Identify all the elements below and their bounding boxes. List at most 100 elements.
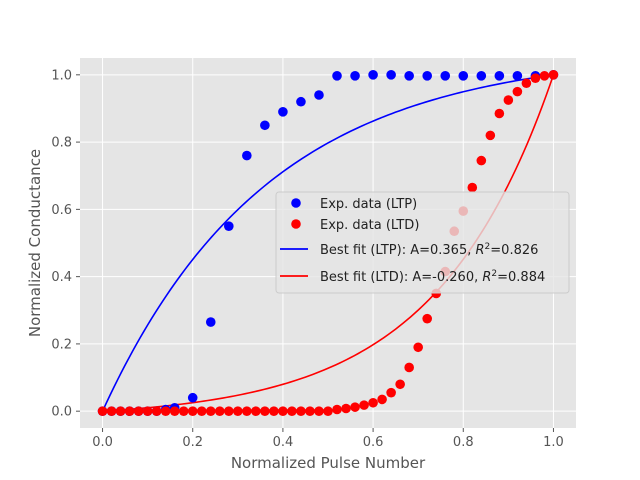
ltp-data-point — [314, 90, 324, 100]
legend-marker-ltd — [291, 219, 301, 229]
ltp-data-point — [332, 71, 342, 81]
ltd-data-point — [341, 403, 351, 414]
legend: Exp. data (LTP) Exp. data (LTD) Best fit… — [275, 191, 570, 294]
ltd-data-point — [278, 406, 288, 416]
y-tick-label: 0.6 — [51, 203, 72, 218]
ltd-data-point — [178, 406, 189, 416]
ltd-data-point — [133, 406, 144, 416]
ltd-data-point — [242, 406, 252, 416]
y-ticks: 0.0 0.2 0.4 0.6 0.8 1.0 — [51, 68, 80, 420]
ltd-data-point — [196, 406, 207, 416]
ltd-data-point — [521, 78, 532, 89]
ltd-data-point — [350, 402, 360, 412]
x-ticks: 0.0 0.2 0.4 0.6 0.8 1.0 — [92, 428, 564, 450]
ltd-data-point — [476, 155, 487, 166]
ltd-data-point — [512, 86, 523, 97]
legend-fit-ltp-r: R — [476, 243, 485, 258]
ltd-data-point — [503, 95, 514, 105]
ltd-data-point — [260, 406, 270, 416]
ltd-data-point — [233, 406, 243, 416]
x-tick-label: 0.6 — [363, 435, 384, 450]
ltd-data-point — [124, 406, 135, 416]
ltd-data-point — [205, 406, 216, 416]
y-tick-label: 0.8 — [51, 136, 72, 151]
ltd-data-point — [305, 406, 315, 416]
ltp-data-point — [205, 317, 216, 327]
ltd-data-point — [395, 379, 405, 390]
x-tick-label: 0.8 — [453, 435, 474, 450]
x-tick-label: 1.0 — [543, 435, 564, 450]
ltd-data-point — [169, 406, 180, 416]
legend-fit-ltp-sup: 2 — [485, 242, 491, 252]
ltd-data-point — [494, 108, 505, 119]
ltd-data-point — [106, 406, 117, 416]
ltd-data-point — [214, 406, 225, 416]
ltp-data-point — [404, 71, 414, 81]
y-tick-label: 0.0 — [51, 405, 72, 420]
ltp-data-point — [187, 392, 198, 403]
ltd-data-point — [224, 406, 234, 416]
x-axis-label: Normalized Pulse Number — [231, 454, 426, 472]
legend-label-ltp: Exp. data (LTP) — [320, 197, 417, 212]
ltd-data-point — [251, 406, 261, 416]
ltp-data-point — [476, 71, 487, 81]
y-tick-label: 0.2 — [51, 337, 72, 352]
ltp-data-point — [512, 71, 523, 81]
ltd-data-point — [142, 406, 153, 416]
ltd-data-point — [377, 394, 387, 405]
ltd-data-point — [368, 397, 378, 408]
ltd-data-point — [151, 406, 162, 416]
ltp-data-point — [458, 71, 469, 81]
ltp-data-point — [242, 150, 252, 161]
ltp-data-point — [224, 221, 234, 231]
ltd-data-point — [485, 130, 496, 141]
legend-fit-ltd-r: R — [482, 270, 491, 285]
legend-fit-ltp-value: =0.826 — [490, 243, 538, 258]
ltd-data-point — [422, 313, 433, 324]
ltp-data-point — [278, 107, 288, 117]
fit-line-ltp — [101, 74, 554, 412]
ltp-data-point — [368, 70, 378, 80]
legend-fit-ltp-prefix: Best fit (LTP): A=0.365, — [320, 243, 476, 258]
ltd-data-point — [314, 406, 324, 416]
legend-box — [275, 191, 570, 294]
y-tick-label: 0.4 — [51, 270, 72, 285]
ltp-data-point — [296, 96, 306, 107]
ltd-data-point — [530, 73, 541, 83]
ltd-data-point — [332, 404, 342, 415]
ltp-data-point — [440, 71, 451, 81]
legend-fit-ltd-prefix: Best fit (LTD): A=-0.260, — [320, 270, 482, 285]
x-tick-label: 0.4 — [273, 435, 294, 450]
ltd-data-point — [115, 406, 126, 416]
ltd-data-point — [359, 400, 369, 410]
ltd-data-point — [296, 406, 306, 416]
y-tick-label: 1.0 — [51, 68, 72, 83]
y-axis-label: Normalized Conductance — [26, 149, 44, 337]
ltd-data-point — [187, 406, 198, 416]
legend-marker-ltp — [291, 198, 301, 208]
ltp-data-point — [260, 120, 270, 131]
ltp-data-point — [422, 71, 433, 81]
ltd-data-point — [160, 406, 171, 416]
ltd-data-point — [386, 387, 396, 398]
ltd-data-point — [404, 362, 414, 373]
ltd-data-point — [548, 70, 559, 80]
ltd-data-point — [269, 406, 279, 416]
legend-label-fit-ltp: Best fit (LTP): A=0.365, R2=0.826 — [320, 242, 538, 258]
x-tick-label: 0.2 — [182, 435, 203, 450]
ltd-data-point — [539, 71, 550, 81]
legend-label-ltd: Exp. data (LTD) — [320, 218, 419, 233]
ltd-data-point — [97, 406, 108, 416]
ltp-data-point — [386, 70, 396, 80]
ltp-data-point — [350, 71, 360, 81]
ltd-data-point — [287, 406, 297, 416]
legend-label-fit-ltd: Best fit (LTD): A=-0.260, R2=0.884 — [320, 269, 545, 285]
x-tick-label: 0.0 — [92, 435, 113, 450]
ltd-data-point — [467, 182, 478, 193]
legend-fit-ltd-sup: 2 — [491, 269, 497, 279]
ltd-data-point — [413, 342, 423, 353]
ltd-data-point — [323, 406, 333, 416]
legend-fit-ltd-value: =0.884 — [497, 270, 545, 285]
